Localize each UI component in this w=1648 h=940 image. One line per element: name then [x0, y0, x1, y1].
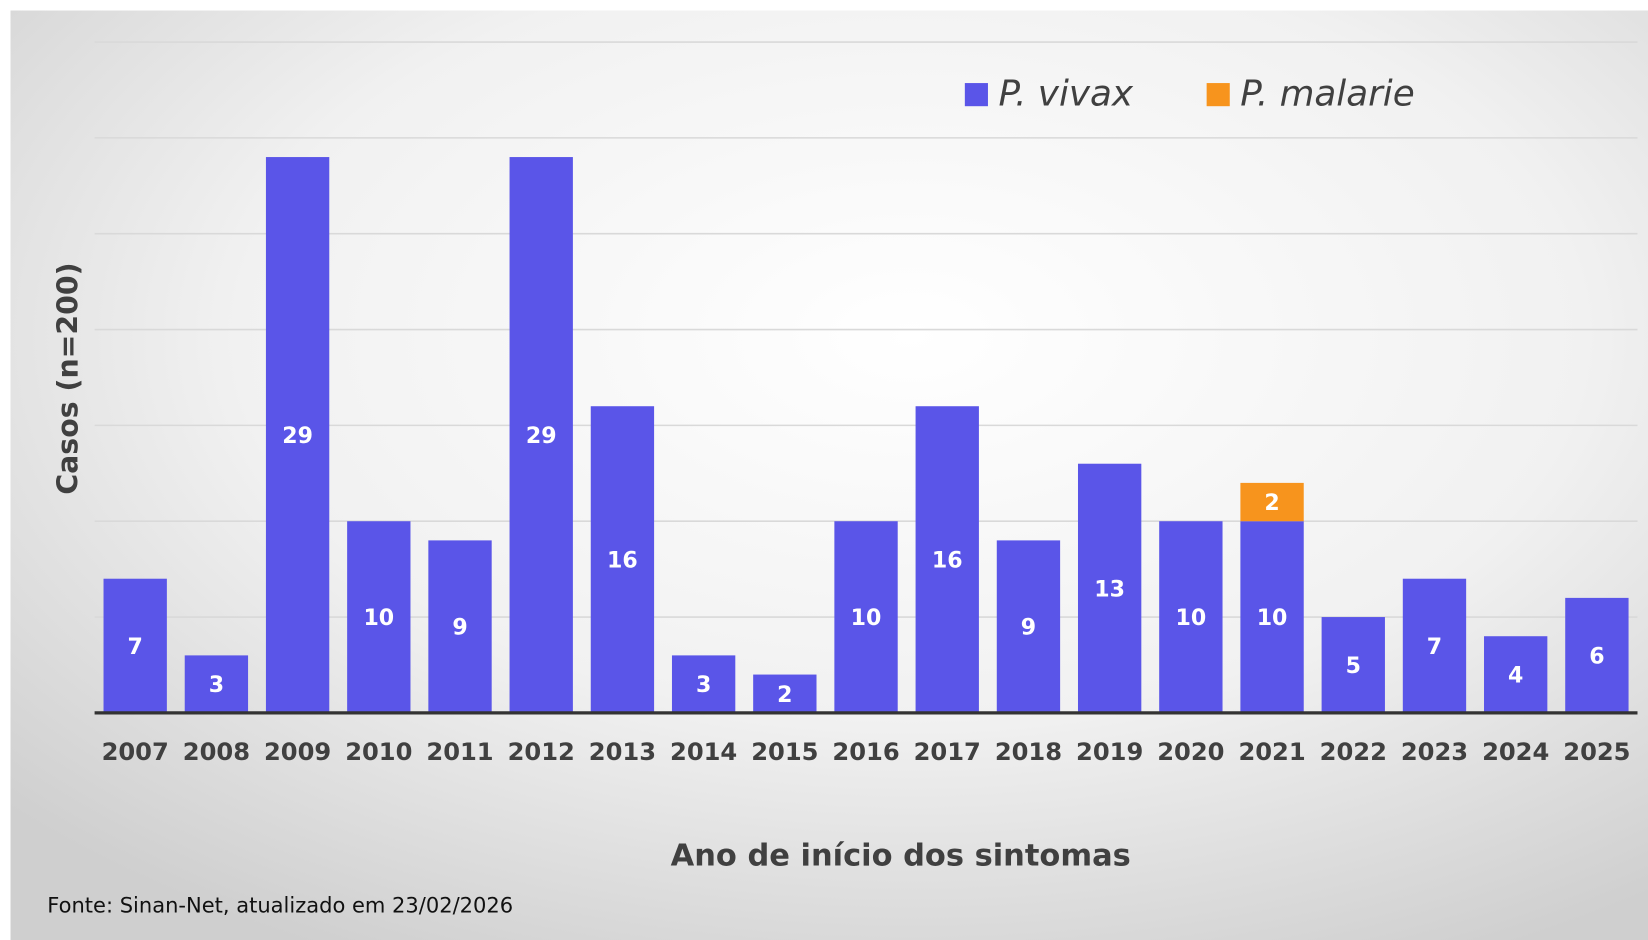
data-label: 2 — [777, 683, 792, 708]
legend-label: P. malarie — [1240, 74, 1414, 115]
bar-segment — [590, 406, 655, 713]
bar-segment — [1484, 636, 1548, 713]
data-label: 10 — [1176, 606, 1207, 631]
bar-segment — [1077, 463, 1142, 713]
bar-segment — [1240, 521, 1304, 713]
bar-segment — [671, 655, 736, 713]
x-tick-label: 2009 — [264, 738, 331, 766]
bar-segment — [428, 540, 492, 713]
data-label: 3 — [209, 673, 224, 698]
x-tick-label: 2008 — [183, 738, 250, 766]
data-label: 9 — [1021, 616, 1036, 641]
x-tick-label: 2016 — [832, 738, 899, 766]
x-tick-label: 2012 — [508, 738, 575, 766]
bar-segment — [1321, 617, 1385, 713]
x-tick-label: 2020 — [1157, 738, 1224, 766]
x-tick-label: 2024 — [1482, 738, 1549, 766]
background — [10, 10, 1648, 940]
bar-segment — [509, 157, 573, 713]
bar-segment — [265, 157, 330, 713]
x-tick-label: 2007 — [102, 738, 169, 766]
bar-segment — [753, 674, 817, 713]
x-tick-label: 2010 — [345, 738, 412, 766]
bar-segment — [1159, 521, 1223, 713]
data-label: 29 — [526, 424, 557, 449]
bar-segment — [996, 540, 1061, 713]
x-tick-label: 2015 — [751, 738, 818, 766]
source-note: Fonte: Sinan-Net, atualizado em 23/02/20… — [47, 892, 513, 917]
data-label: 3 — [696, 673, 711, 698]
bar-segment — [184, 655, 249, 713]
data-label: 10 — [363, 606, 394, 631]
data-label: 16 — [932, 549, 963, 574]
x-tick-label: 2019 — [1076, 738, 1143, 766]
data-label: 13 — [1094, 577, 1125, 602]
data-label: 4 — [1508, 664, 1523, 689]
data-label: 10 — [1257, 606, 1288, 631]
bar-segment — [915, 406, 979, 713]
data-label: 29 — [282, 424, 313, 449]
x-axis-title: Ano de início dos sintomas — [671, 838, 1131, 873]
data-label: 16 — [607, 549, 638, 574]
x-tick-label: 2022 — [1320, 738, 1387, 766]
legend-swatch — [964, 83, 988, 107]
x-tick-label: 2017 — [914, 738, 981, 766]
data-label: 2 — [1264, 491, 1279, 516]
bar-segment — [1402, 578, 1467, 713]
x-tick-label: 2025 — [1563, 738, 1630, 766]
x-tick-label: 2021 — [1238, 738, 1305, 766]
data-label: 9 — [452, 616, 467, 641]
data-label: 6 — [1589, 644, 1604, 669]
bar-segment — [347, 521, 411, 713]
bar-segment — [834, 521, 898, 713]
y-axis-title: Casos (n=200) — [51, 262, 84, 494]
x-tick-label: 2011 — [426, 738, 493, 766]
bar-segment — [1565, 597, 1629, 713]
bar-segment — [1240, 482, 1304, 522]
x-tick-label: 2023 — [1401, 738, 1468, 766]
x-tick-label: 2013 — [589, 738, 656, 766]
data-label: 7 — [1427, 635, 1442, 660]
legend-swatch — [1206, 83, 1230, 107]
data-label: 5 — [1346, 654, 1361, 679]
data-label: 7 — [128, 635, 143, 660]
bar-segment — [103, 578, 167, 713]
data-label: 10 — [851, 606, 882, 631]
x-tick-label: 2014 — [670, 738, 737, 766]
x-tick-label: 2018 — [995, 738, 1062, 766]
legend-label: P. vivax — [998, 74, 1133, 115]
